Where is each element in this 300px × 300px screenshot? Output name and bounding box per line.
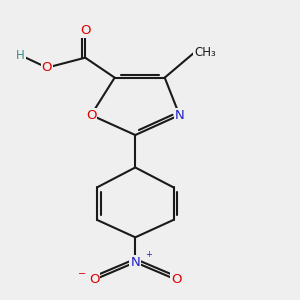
Text: O: O — [89, 273, 99, 286]
Text: O: O — [80, 24, 91, 37]
Text: CH₃: CH₃ — [194, 46, 216, 59]
Text: O: O — [171, 273, 182, 286]
Text: O: O — [86, 109, 96, 122]
Text: H: H — [16, 49, 25, 62]
Text: N: N — [130, 256, 140, 269]
Text: −: − — [78, 268, 86, 278]
Text: +: + — [145, 250, 152, 259]
Text: O: O — [42, 61, 52, 74]
Text: N: N — [175, 109, 184, 122]
